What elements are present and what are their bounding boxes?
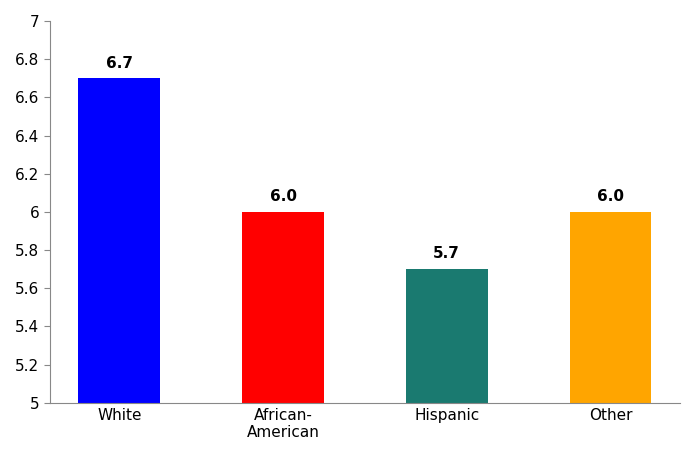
Text: 6.0: 6.0 bbox=[270, 189, 297, 204]
Text: 6.0: 6.0 bbox=[597, 189, 624, 204]
Bar bbox=[569, 212, 651, 455]
Bar bbox=[406, 269, 488, 455]
Text: 5.7: 5.7 bbox=[433, 247, 460, 262]
Text: 6.7: 6.7 bbox=[106, 56, 133, 71]
Bar bbox=[79, 78, 161, 455]
Bar bbox=[242, 212, 324, 455]
